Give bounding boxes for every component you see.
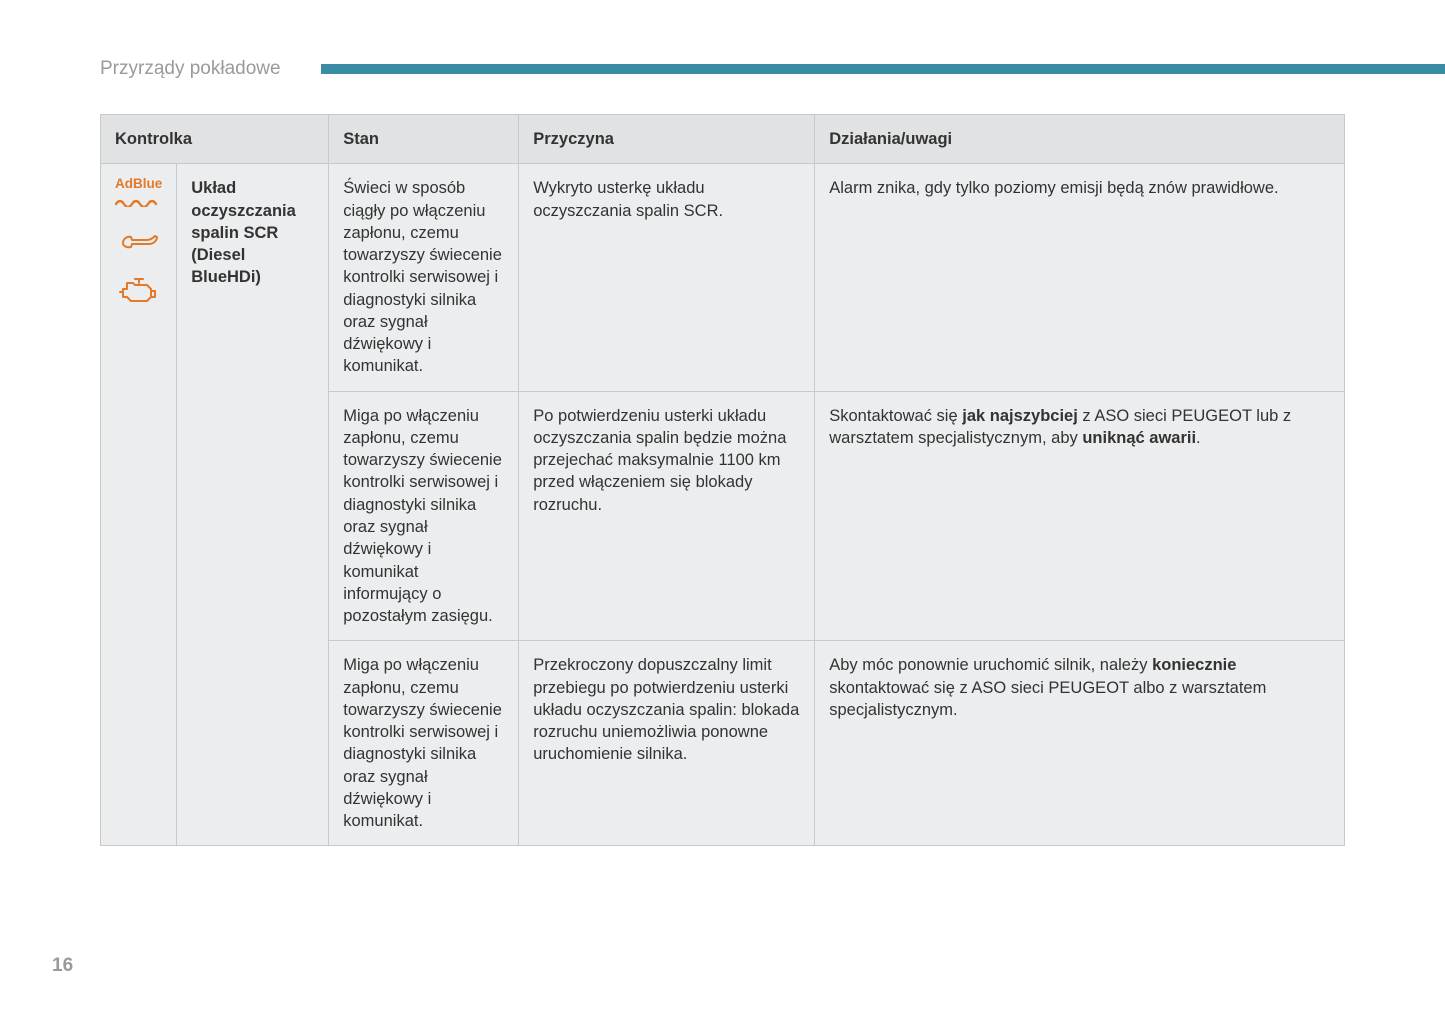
cause-cell: Po potwierdzeniu usterki układu oczyszcz…: [519, 391, 815, 641]
state-cell: Świeci w sposób ciągły po włączeniu zapł…: [329, 164, 519, 391]
action-text: Aby móc ponownie uruchomić silnik, należ…: [829, 656, 1152, 674]
adblue-icon: AdBlue: [115, 177, 162, 213]
col-header-cause: Przyczyna: [519, 115, 815, 164]
action-cell: Skontaktować się jak najszybciej z ASO s…: [815, 391, 1345, 641]
indicator-name: Układ oczyszczania spalin SCR (Diesel Bl…: [191, 179, 296, 286]
section-title: Przyrządy pokładowe: [100, 58, 281, 80]
state-cell: Miga po włączeniu zapłonu, czemu towarzy…: [329, 641, 519, 846]
cause-cell: Wykryto usterkę układu oczyszczania spal…: [519, 164, 815, 391]
page-number: 16: [52, 955, 73, 977]
state-cell: Miga po włączeniu zapłonu, czemu towarzy…: [329, 391, 519, 641]
indicator-icons-cell: AdBlue: [101, 164, 177, 846]
action-text-bold: koniecznie: [1152, 656, 1236, 674]
action-cell: Aby móc ponownie uruchomić silnik, należ…: [815, 641, 1345, 846]
warning-indicators-table: Kontrolka Stan Przyczyna Działania/uwagi…: [100, 114, 1345, 846]
action-text-bold: uniknąć awarii: [1082, 429, 1196, 447]
action-cell: Alarm znika, gdy tylko poziomy emisji bę…: [815, 164, 1345, 391]
col-header-action: Działania/uwagi: [815, 115, 1345, 164]
action-text: Alarm znika, gdy tylko poziomy emisji bę…: [829, 179, 1278, 197]
header-accent-bar: [321, 64, 1445, 74]
action-text: Skontaktować się: [829, 407, 962, 425]
wrench-icon: [117, 229, 161, 259]
col-header-state: Stan: [329, 115, 519, 164]
action-text: .: [1196, 429, 1201, 447]
table-row: AdBlue: [101, 164, 1345, 391]
col-header-indicator: Kontrolka: [101, 115, 329, 164]
action-text-bold: jak najszybciej: [962, 407, 1078, 425]
action-text: skontaktować się z ASO sieci PEUGEOT alb…: [829, 679, 1266, 719]
indicator-name-cell: Układ oczyszczania spalin SCR (Diesel Bl…: [177, 164, 329, 846]
cause-cell: Przekroczony dopuszczalny limit przebieg…: [519, 641, 815, 846]
engine-icon: [117, 275, 161, 315]
